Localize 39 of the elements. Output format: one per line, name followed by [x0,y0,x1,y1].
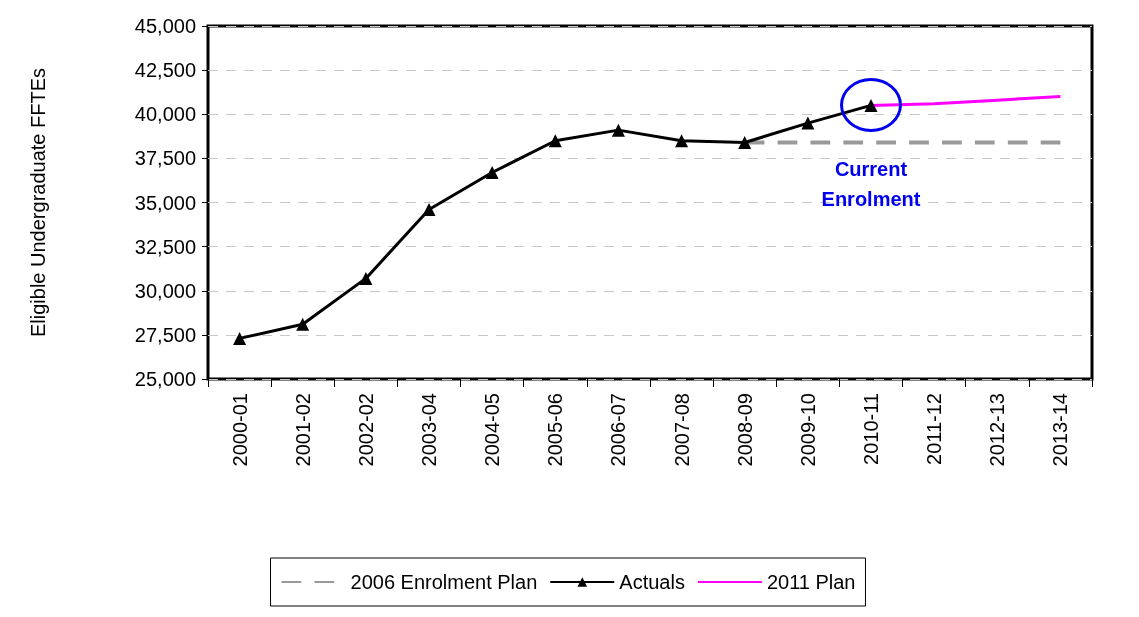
point [422,203,436,217]
point [296,317,310,331]
x-tick-label: 2008-09 [733,393,756,467]
y-tick-label: 30,000 [134,279,196,302]
x-tick-label: 2003-04 [418,393,440,467]
point [485,165,499,179]
y-tick-label: 40,000 [134,103,196,126]
y-tick-label: 25,000 [134,368,196,390]
point [359,271,373,285]
legend-label: 2011 Plan [766,571,856,593]
point [738,135,752,149]
x-tick-label: 2013-14 [1049,393,1072,467]
point [548,134,562,148]
x-tick-label: 2004-05 [481,393,504,467]
legend-label: Actuals [619,571,685,593]
annotation: Current Enrolment [821,157,921,210]
x-tick-label: 2011-12 [923,393,946,465]
x-tick-label: 2002-02 [354,393,377,467]
point [801,116,815,130]
y-tick-label: 45,000 [134,15,196,37]
x-tick-label: 2010-11 [860,393,882,465]
point [864,98,878,112]
point [675,134,689,148]
legend-label: 2006 Enrolment Plan [350,571,538,593]
y-tick-label: 42,500 [134,59,196,82]
point [233,331,247,345]
x-tick-label: 2009-10 [796,393,819,467]
y-axis-title: Eligible Undergraduate FFTEs [27,67,49,338]
y-tick-label: 35,000 [134,191,196,214]
y-tick-label: 32,500 [134,235,196,258]
y-tick-label: 27,500 [134,323,196,346]
x-tick-label: 2001-02 [291,393,314,467]
x-tick-label: 2005-06 [544,393,567,467]
x-tick-label: 2012-13 [986,393,1009,467]
x-tick-label: 2000-01 [228,393,251,467]
point [611,123,625,137]
x-tick-label: 2006-07 [607,393,630,467]
x-tick-label: 2007-08 [670,393,693,467]
y-tick-label: 37,500 [134,147,196,170]
